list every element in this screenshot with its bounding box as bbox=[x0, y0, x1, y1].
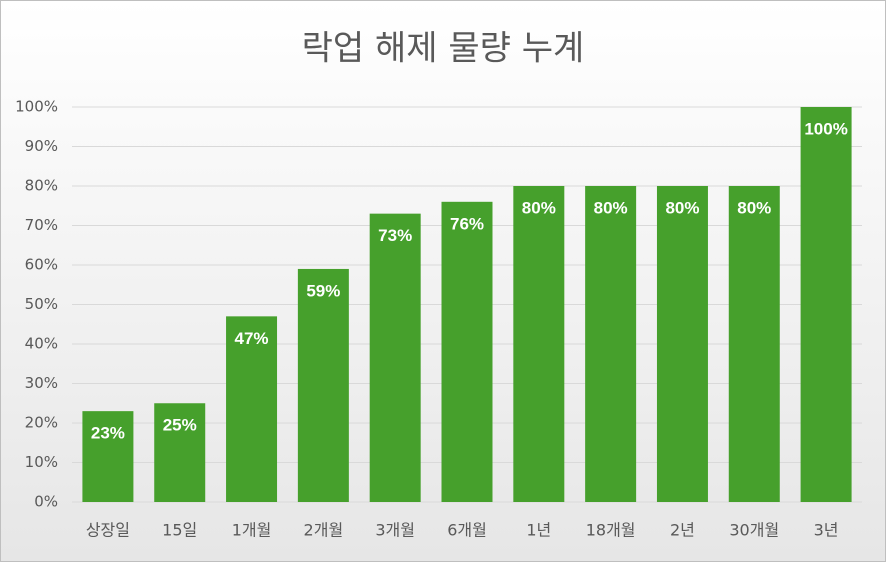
value-label: 23% bbox=[91, 424, 125, 443]
y-tick-label: 20% bbox=[25, 414, 58, 432]
value-label: 100% bbox=[804, 119, 847, 138]
bar bbox=[513, 186, 565, 502]
x-tick-label: 1개월 bbox=[232, 521, 272, 540]
value-label: 25% bbox=[163, 416, 197, 435]
value-label: 73% bbox=[378, 226, 412, 245]
value-label: 76% bbox=[450, 214, 484, 233]
x-tick-label: 3년 bbox=[814, 521, 839, 540]
x-tick-label: 1년 bbox=[526, 521, 551, 540]
bar bbox=[82, 411, 134, 502]
x-tick-label: 30개월 bbox=[729, 521, 779, 540]
bar bbox=[297, 268, 349, 502]
bar bbox=[800, 107, 852, 502]
bar bbox=[226, 316, 278, 502]
bar bbox=[656, 186, 708, 502]
x-tick-label: 2개월 bbox=[304, 521, 344, 540]
value-label: 80% bbox=[594, 198, 628, 217]
value-label: 80% bbox=[522, 198, 556, 217]
bar bbox=[369, 213, 421, 502]
x-tick-label: 상장일 bbox=[86, 521, 130, 540]
value-label: 47% bbox=[235, 329, 269, 348]
bar bbox=[154, 403, 206, 502]
bar bbox=[441, 201, 493, 503]
y-tick-label: 60% bbox=[25, 256, 58, 274]
y-tick-label: 80% bbox=[25, 177, 58, 195]
y-tick-label: 30% bbox=[25, 374, 58, 392]
y-tick-label: 70% bbox=[25, 216, 58, 234]
value-label: 80% bbox=[665, 198, 699, 217]
x-tick-label: 18개월 bbox=[586, 521, 636, 540]
x-tick-label: 15일 bbox=[162, 521, 197, 540]
y-tick-label: 50% bbox=[25, 295, 58, 313]
x-tick-label: 2년 bbox=[670, 521, 695, 540]
chart-title: 락업 해제 물량 누계 bbox=[302, 29, 585, 69]
value-label: 59% bbox=[306, 281, 340, 300]
x-tick-label: 6개월 bbox=[447, 521, 487, 540]
x-tick-label: 3개월 bbox=[375, 521, 415, 540]
y-tick-label: 40% bbox=[25, 335, 58, 353]
bar bbox=[728, 186, 780, 502]
bar bbox=[585, 186, 637, 502]
y-tick-label: 0% bbox=[34, 493, 58, 511]
value-label: 80% bbox=[737, 198, 771, 217]
y-tick-label: 10% bbox=[25, 453, 58, 471]
y-tick-label: 90% bbox=[25, 137, 58, 155]
y-tick-label: 100% bbox=[15, 98, 58, 116]
